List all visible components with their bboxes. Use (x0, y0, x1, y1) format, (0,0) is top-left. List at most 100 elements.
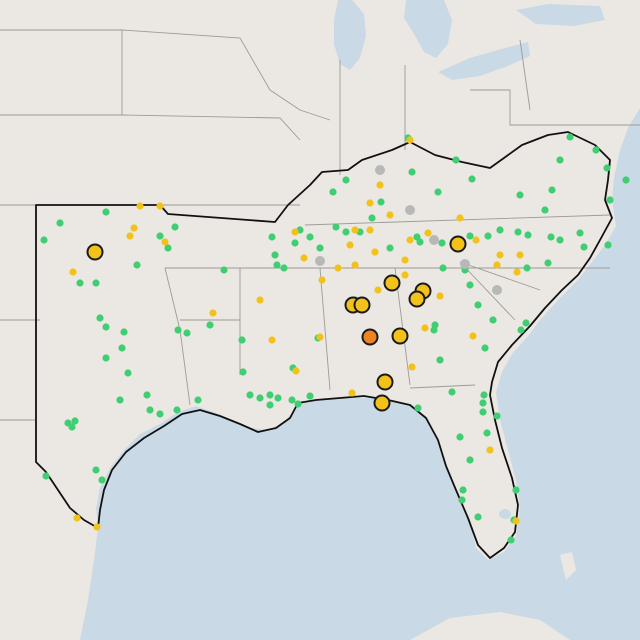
site-marker-yellow[interactable] (69, 268, 77, 276)
site-marker-green[interactable] (294, 400, 302, 408)
site-marker-green[interactable] (68, 423, 76, 431)
site-marker-green[interactable] (408, 168, 416, 176)
site-marker-yellow[interactable] (346, 241, 354, 249)
site-marker-yellow[interactable] (469, 332, 477, 340)
site-marker-yellow[interactable] (300, 254, 308, 262)
site-marker-yellow[interactable] (209, 309, 217, 317)
site-marker-gray[interactable] (375, 165, 385, 175)
site-marker-green[interactable] (517, 326, 525, 334)
site-marker-yellow[interactable] (408, 363, 416, 371)
site-marker-gray[interactable] (429, 235, 439, 245)
site-marker-yellow[interactable] (472, 236, 480, 244)
site-marker-green[interactable] (512, 486, 520, 494)
site-marker-green[interactable] (592, 146, 600, 154)
site-marker-green[interactable] (548, 186, 556, 194)
site-marker-green[interactable] (271, 251, 279, 259)
major-site-marker-yellow[interactable] (408, 290, 426, 308)
site-marker-green[interactable] (606, 196, 614, 204)
site-marker-green[interactable] (493, 412, 501, 420)
site-marker-yellow[interactable] (351, 226, 359, 234)
site-marker-green[interactable] (414, 404, 422, 412)
site-marker-green[interactable] (268, 233, 276, 241)
site-marker-green[interactable] (468, 175, 476, 183)
site-marker-green[interactable] (40, 236, 48, 244)
site-marker-yellow[interactable] (421, 324, 429, 332)
site-marker-green[interactable] (266, 391, 274, 399)
site-marker-green[interactable] (484, 232, 492, 240)
site-marker-yellow[interactable] (318, 276, 326, 284)
site-marker-green[interactable] (507, 536, 515, 544)
site-marker-yellow[interactable] (406, 236, 414, 244)
site-marker-yellow[interactable] (316, 333, 324, 341)
site-marker-green[interactable] (483, 429, 491, 437)
site-marker-green[interactable] (316, 244, 324, 252)
site-marker-green[interactable] (466, 456, 474, 464)
site-marker-green[interactable] (556, 236, 564, 244)
site-marker-green[interactable] (256, 394, 264, 402)
site-marker-green[interactable] (622, 176, 630, 184)
site-marker-green[interactable] (120, 328, 128, 336)
site-marker-green[interactable] (604, 241, 612, 249)
site-marker-yellow[interactable] (374, 286, 382, 294)
site-marker-green[interactable] (541, 206, 549, 214)
site-marker-green[interactable] (146, 406, 154, 414)
site-marker-yellow[interactable] (73, 514, 81, 522)
site-marker-green[interactable] (386, 244, 394, 252)
site-marker-green[interactable] (458, 496, 466, 504)
site-marker-green[interactable] (480, 391, 488, 399)
site-marker-yellow[interactable] (493, 261, 501, 269)
major-site-marker-yellow[interactable] (449, 235, 467, 253)
site-marker-yellow[interactable] (93, 523, 101, 531)
site-marker-gray[interactable] (460, 259, 470, 269)
site-marker-yellow[interactable] (406, 136, 414, 144)
major-site-marker-yellow[interactable] (376, 373, 394, 391)
site-marker-green[interactable] (452, 156, 460, 164)
site-marker-green[interactable] (368, 214, 376, 222)
site-marker-green[interactable] (164, 244, 172, 252)
site-marker-green[interactable] (438, 239, 446, 247)
site-marker-green[interactable] (98, 476, 106, 484)
site-marker-green[interactable] (133, 261, 141, 269)
site-marker-yellow[interactable] (512, 517, 520, 525)
site-marker-green[interactable] (329, 188, 337, 196)
site-marker-green[interactable] (116, 396, 124, 404)
site-marker-yellow[interactable] (292, 367, 300, 375)
site-marker-green[interactable] (474, 301, 482, 309)
site-marker-green[interactable] (342, 228, 350, 236)
site-marker-green[interactable] (220, 266, 228, 274)
site-marker-green[interactable] (92, 466, 100, 474)
site-marker-green[interactable] (566, 133, 574, 141)
site-marker-yellow[interactable] (424, 229, 432, 237)
site-marker-green[interactable] (239, 368, 247, 376)
site-marker-green[interactable] (448, 388, 456, 396)
site-marker-green[interactable] (466, 281, 474, 289)
site-marker-green[interactable] (544, 259, 552, 267)
site-marker-green[interactable] (496, 226, 504, 234)
site-marker-green[interactable] (459, 486, 467, 494)
site-marker-green[interactable] (156, 232, 164, 240)
site-marker-gray[interactable] (315, 256, 325, 266)
site-marker-green[interactable] (291, 239, 299, 247)
site-marker-yellow[interactable] (456, 214, 464, 222)
site-marker-green[interactable] (416, 238, 424, 246)
site-marker-yellow[interactable] (351, 261, 359, 269)
site-marker-green[interactable] (288, 396, 296, 404)
site-marker-yellow[interactable] (268, 336, 276, 344)
site-marker-green[interactable] (576, 229, 584, 237)
site-marker-green[interactable] (430, 326, 438, 334)
major-site-marker-yellow[interactable] (373, 394, 391, 412)
site-marker-green[interactable] (466, 232, 474, 240)
site-marker-green[interactable] (280, 264, 288, 272)
major-site-marker-yellow[interactable] (391, 327, 409, 345)
site-marker-green[interactable] (238, 336, 246, 344)
site-marker-yellow[interactable] (126, 232, 134, 240)
site-marker-yellow[interactable] (486, 446, 494, 454)
site-marker-gray[interactable] (492, 285, 502, 295)
site-marker-green[interactable] (92, 279, 100, 287)
site-marker-green[interactable] (156, 410, 164, 418)
site-marker-yellow[interactable] (161, 238, 169, 246)
major-site-marker-yellow[interactable] (353, 296, 371, 314)
site-marker-green[interactable] (434, 188, 442, 196)
site-marker-green[interactable] (56, 219, 64, 227)
